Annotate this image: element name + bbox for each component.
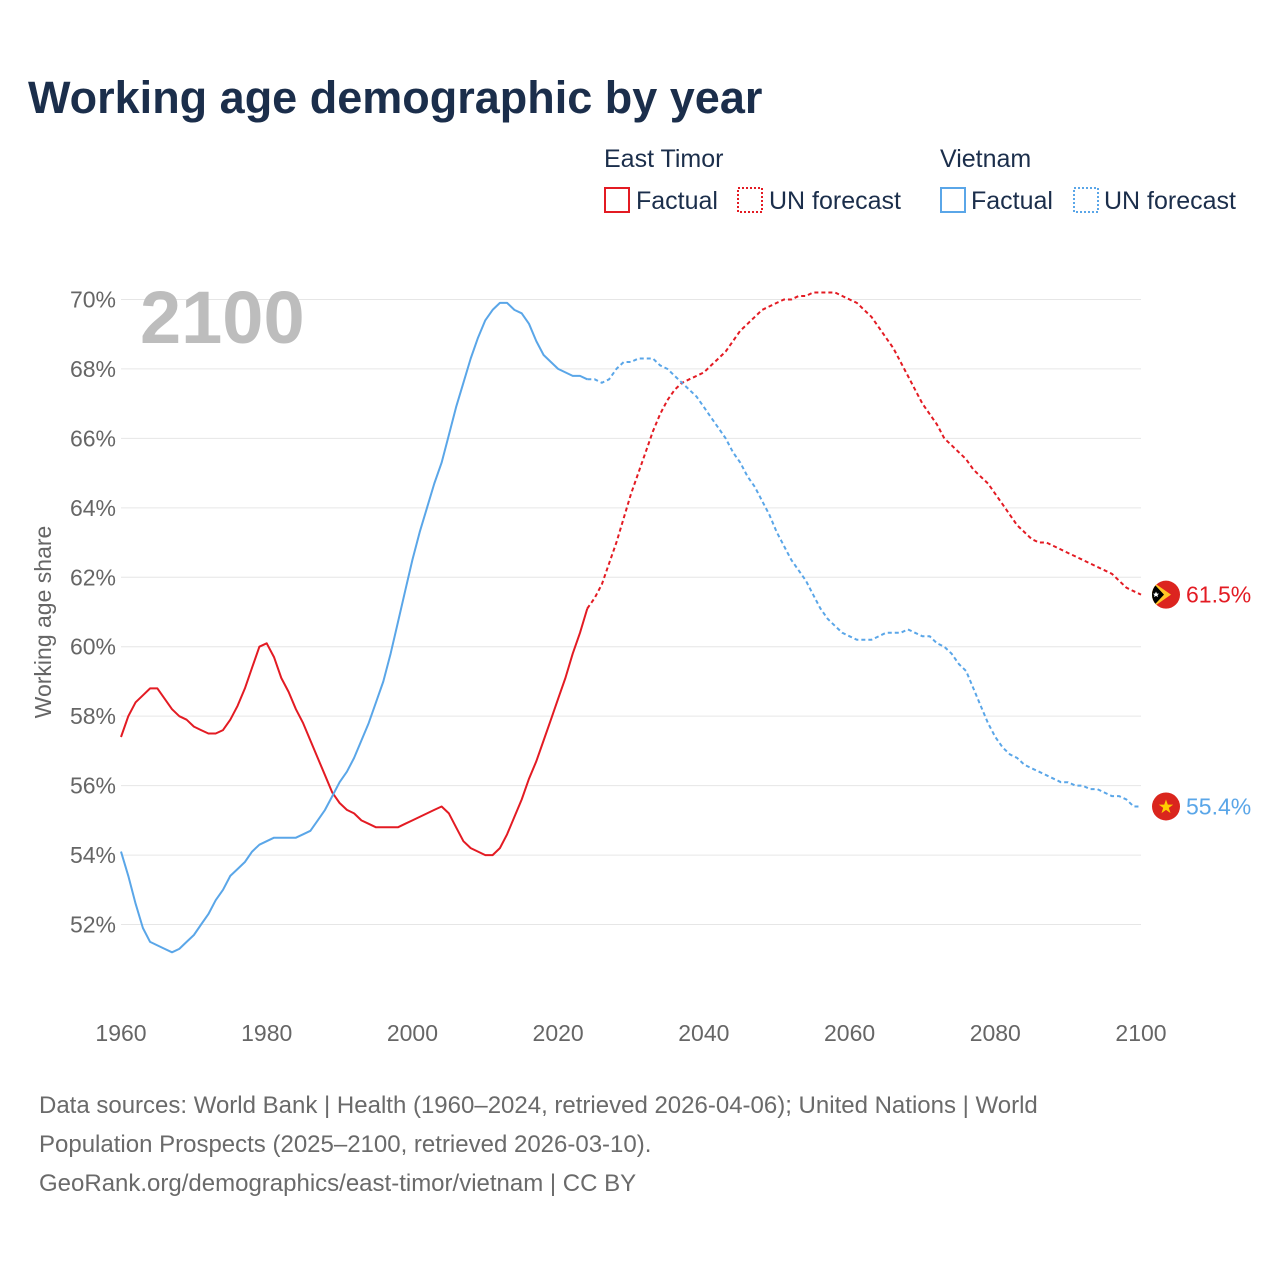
x-tick-label: 2000 — [387, 1020, 438, 1046]
x-tick-label: 1980 — [241, 1020, 292, 1046]
x-tick-label: 1960 — [95, 1020, 146, 1046]
chart-title: Working age demographic by year — [28, 72, 762, 123]
legend-swatch-vietnam-forecast — [1073, 187, 1099, 213]
legend-group-vietnam: Vietnam — [940, 145, 1031, 173]
y-tick-label: 58% — [70, 703, 116, 729]
y-tick-label: 64% — [70, 495, 116, 521]
legend-label-east-timor-factual: Factual — [636, 187, 718, 215]
legend-label-vietnam-forecast: UN forecast — [1104, 187, 1236, 215]
source-line-1: Data sources: World Bank | Health (1960–… — [39, 1092, 1038, 1119]
series-east-timor-forecast — [586, 291, 1142, 610]
y-axis-ticks: 52% 54% 56% 58% 60% 62% 64% 66% 68% 70% — [70, 286, 116, 937]
gridlines — [121, 298, 1141, 926]
x-tick-label: 2080 — [970, 1020, 1021, 1046]
legend-swatch-vietnam-factual — [940, 187, 966, 213]
series-vietnam-forecast — [587, 357, 1141, 808]
legend: East Timor Factual UN forecast Vietnam F… — [604, 145, 1236, 215]
x-tick-label: 2060 — [824, 1020, 875, 1046]
end-label-east-timor: 61.5% — [1186, 582, 1251, 608]
end-label-vietnam: 55.4% — [1186, 793, 1251, 819]
year-watermark: 2100 — [140, 276, 305, 359]
legend-label-east-timor-forecast: UN forecast — [769, 187, 901, 215]
series-lines — [120, 291, 1142, 954]
series-east-timor-factual — [120, 608, 589, 857]
source-line-3: GeoRank.org/demographics/east-timor/viet… — [39, 1170, 636, 1197]
y-tick-label: 70% — [70, 286, 116, 312]
x-tick-label: 2040 — [678, 1020, 729, 1046]
x-axis-ticks: 1960 1980 2000 2020 2040 2060 2080 2100 — [95, 1020, 1166, 1046]
y-tick-label: 62% — [70, 564, 116, 590]
y-tick-label: 60% — [70, 634, 116, 660]
y-axis-label: Working age share — [30, 526, 56, 719]
series-vietnam-factual — [120, 301, 588, 954]
x-tick-label: 2020 — [533, 1020, 584, 1046]
y-tick-label: 66% — [70, 425, 116, 451]
y-tick-label: 68% — [70, 356, 116, 382]
x-tick-label: 2100 — [1115, 1020, 1166, 1046]
y-tick-label: 52% — [70, 912, 116, 938]
legend-label-vietnam-factual: Factual — [971, 187, 1053, 215]
vietnam-flag-icon — [1152, 792, 1180, 821]
y-tick-label: 54% — [70, 842, 116, 868]
legend-swatch-east-timor-forecast — [737, 187, 763, 213]
y-tick-label: 56% — [70, 773, 116, 799]
legend-swatch-east-timor-factual — [604, 187, 630, 213]
source-line-2: Population Prospects (2025–2100, retriev… — [39, 1131, 651, 1158]
legend-group-east-timor: East Timor — [604, 145, 723, 173]
east-timor-flag-icon — [1152, 580, 1180, 609]
